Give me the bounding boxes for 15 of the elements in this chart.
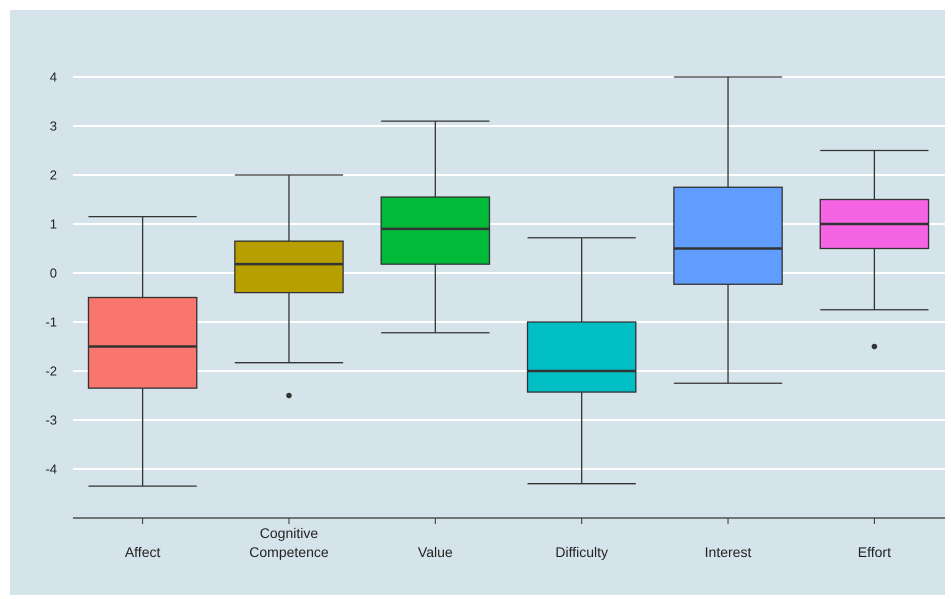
x-tick-label: Interest [704,544,752,560]
y-tick-label: 0 [50,266,57,281]
x-tick-label: Effort [858,544,892,560]
x-tick-label: Cognitive Competence [249,525,329,560]
y-tick-label: 2 [50,168,57,183]
y-tick-label: -2 [45,364,57,379]
y-tick-label: -1 [45,314,57,330]
y-tick-label: -4 [45,462,57,477]
y-tick-label: 3 [50,118,57,134]
y-tick-label: -3 [45,412,57,428]
x-tick-label: Value [418,544,453,560]
y-tick-label: 4 [50,70,57,85]
y-tick-label: 1 [50,216,57,232]
x-tick-label: Affect [124,544,160,560]
x-tick-label: Difficulty [555,544,608,560]
